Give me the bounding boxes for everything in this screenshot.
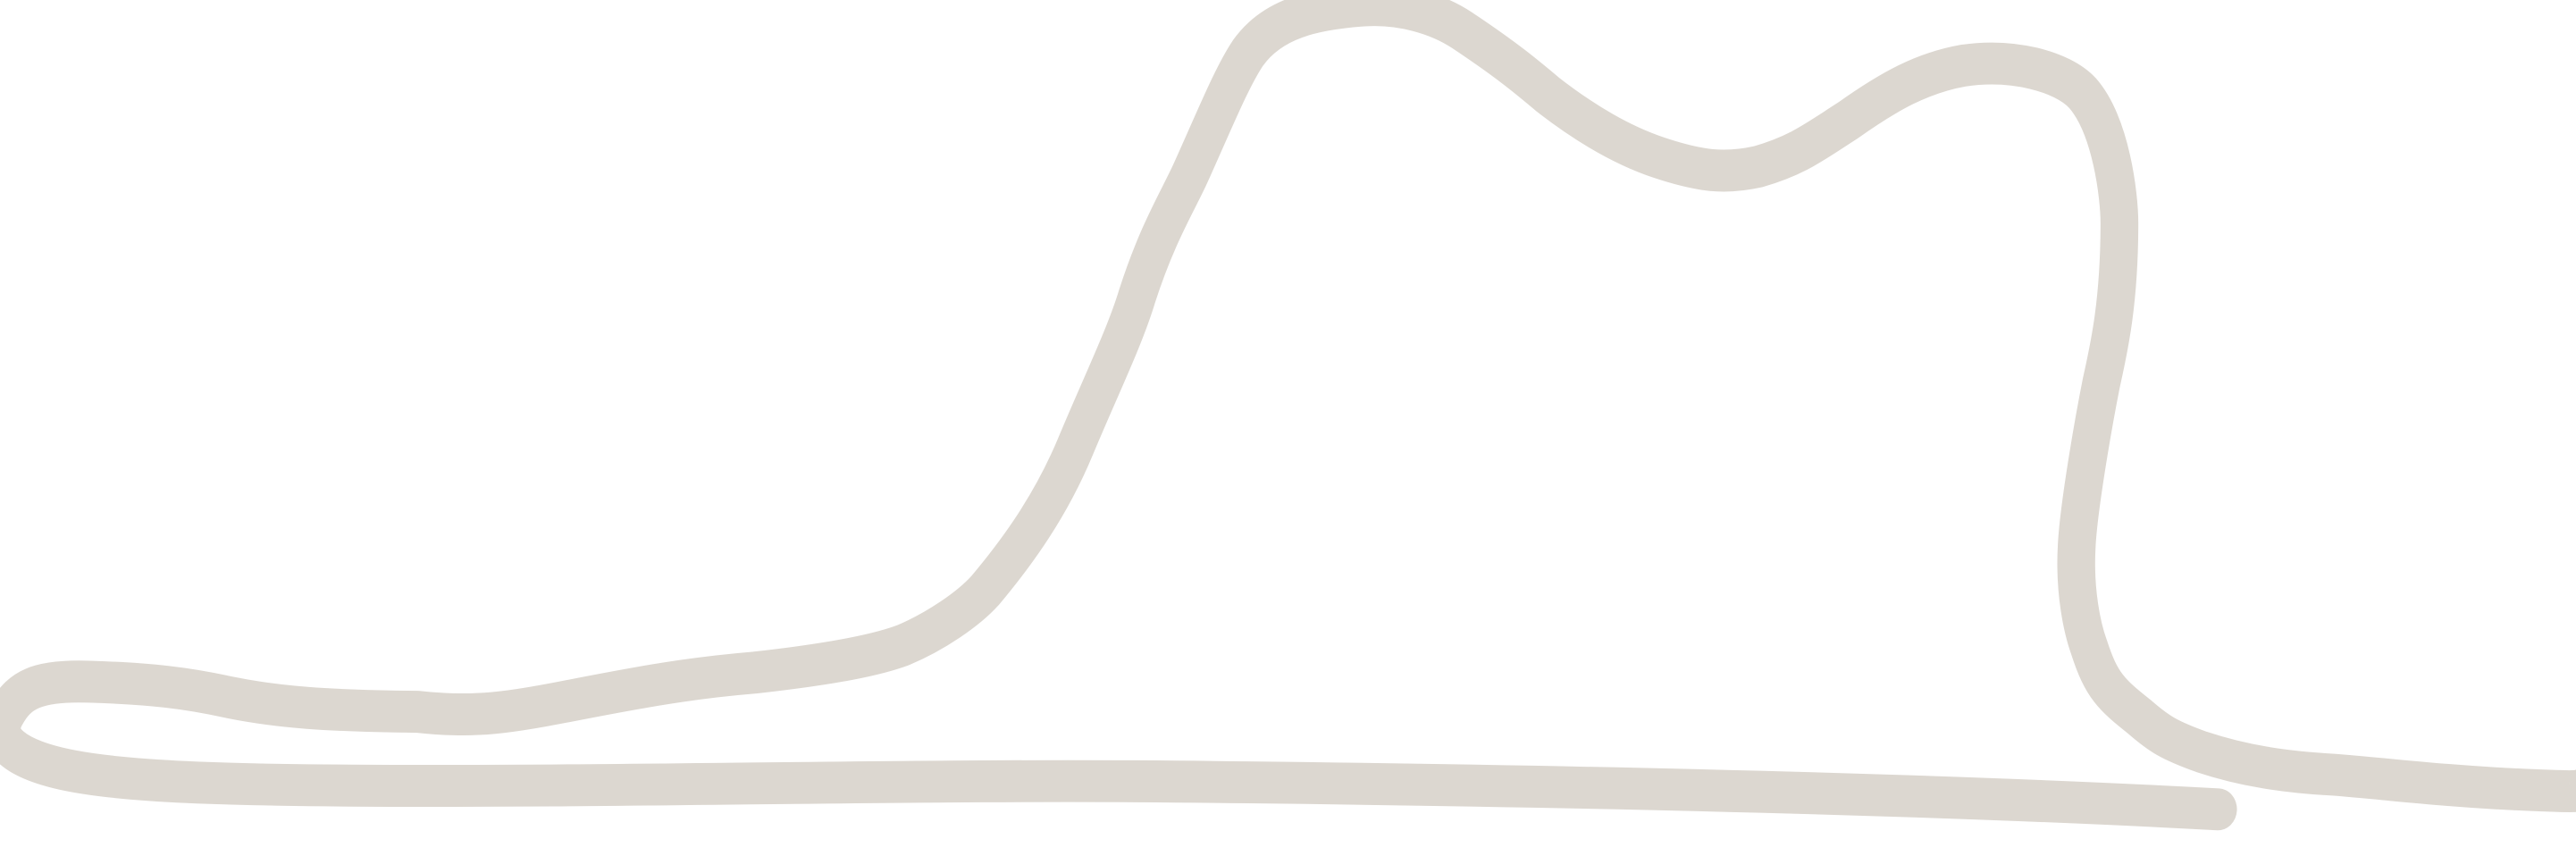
- brim-end-dot: [2490, 785, 2544, 809]
- hat-outline-stroke: [0, 0, 2576, 831]
